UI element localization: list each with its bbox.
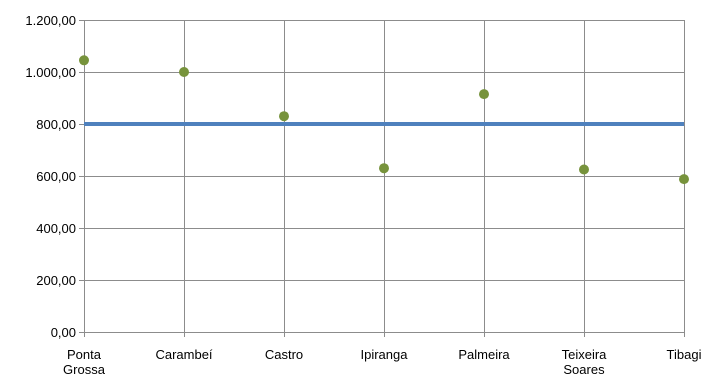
x-tick-label: Castro [265, 347, 303, 362]
y-tick-label: 200,00 [36, 273, 76, 288]
x-tick-label: Ponta Grossa [63, 347, 106, 377]
gridlines [84, 20, 685, 332]
y-tick-label: 800,00 [36, 117, 76, 132]
data-point [679, 174, 689, 185]
x-tick-label: Carambeí [155, 347, 212, 362]
y-tick-label: 400,00 [36, 221, 76, 236]
axes [79, 20, 685, 337]
x-tick-label: Ipiranga [361, 347, 409, 362]
data-point [479, 89, 489, 100]
data-point [179, 67, 189, 77]
x-tick-label: Tibagi [667, 347, 702, 362]
data-point [79, 55, 89, 66]
y-tick-label: 600,00 [36, 169, 76, 184]
x-tick-labels: Ponta Grossa Carambeí Castro Ipiranga Palmeir… [63, 347, 702, 377]
data-points [79, 55, 689, 185]
x-tick-label: Palmeira [458, 347, 510, 362]
y-tick-label: 1.200,00 [25, 13, 76, 28]
data-point [279, 111, 289, 122]
data-point [579, 164, 589, 175]
data-point [379, 163, 389, 174]
x-tick-label: Teixeira Soares [562, 347, 608, 377]
y-tick-label: 0,00 [51, 325, 76, 340]
y-tick-labels: 0,00 200,00 400,00 600,00 800,00 1.000,00 1.20… [25, 13, 76, 340]
y-tick-label: 1.000,00 [25, 65, 76, 80]
